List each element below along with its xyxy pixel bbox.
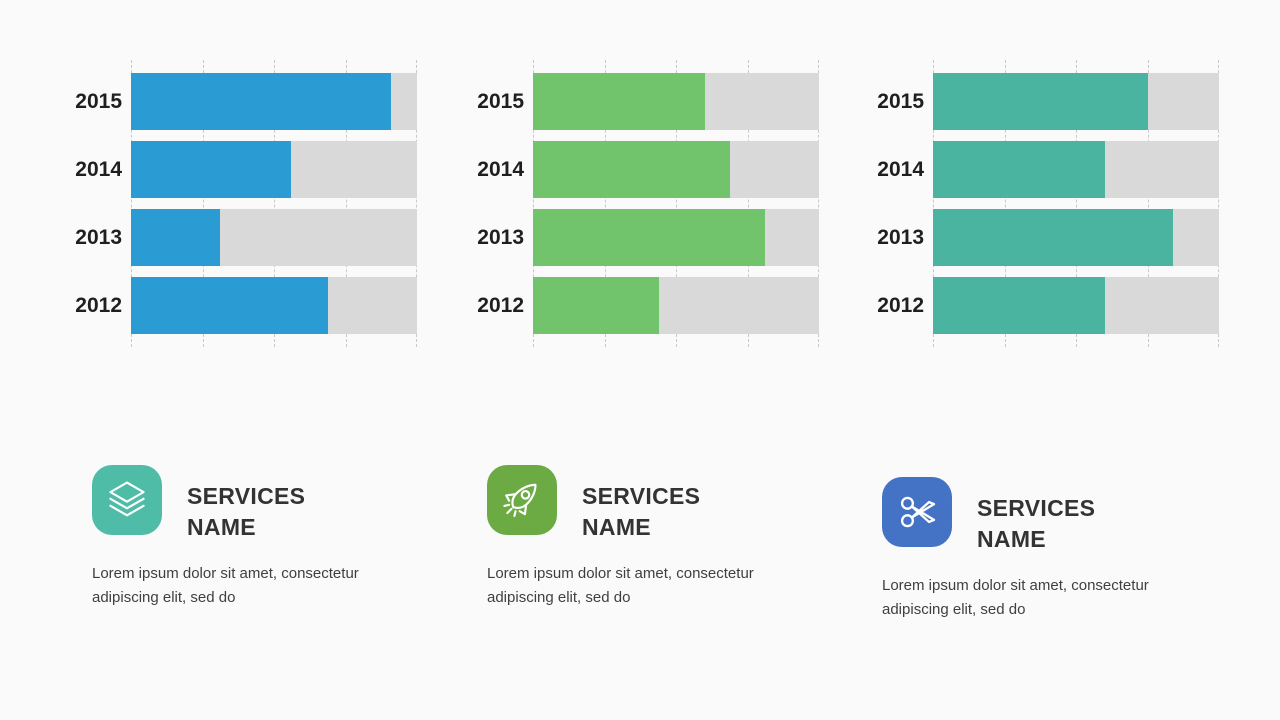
chart-row: 2013	[877, 209, 1219, 266]
gridline	[131, 60, 132, 347]
bar-track	[533, 73, 819, 130]
layers-icon	[92, 465, 162, 535]
service-block-2: SERVICES NAME Lorem ipsum dolor sit amet…	[487, 465, 797, 610]
gridline	[345, 60, 347, 347]
category-label: 2013	[75, 225, 122, 249]
service-title: SERVICES NAME	[582, 483, 701, 540]
gridline	[604, 60, 606, 347]
chart-rows: 2015 2014 2013 2012	[477, 73, 819, 334]
category-label: 2014	[477, 157, 524, 181]
chart-gridlines	[131, 60, 417, 347]
chart-row: 2014	[75, 141, 417, 198]
gridline	[676, 60, 677, 347]
chart-row: 2013	[75, 209, 417, 266]
gridline	[747, 60, 749, 347]
category-label: 2012	[477, 293, 524, 317]
gridline	[533, 60, 534, 347]
gridline	[1218, 60, 1219, 347]
bar-track	[131, 209, 417, 266]
chart-gridlines	[933, 60, 1219, 347]
chart-row: 2013	[477, 209, 819, 266]
bar	[933, 73, 1148, 130]
gridline	[933, 60, 934, 347]
bar	[933, 277, 1105, 334]
chart-row: 2012	[877, 277, 1219, 334]
category-label: 2014	[75, 157, 122, 181]
category-label: 2015	[477, 89, 524, 113]
bar-track	[933, 277, 1219, 334]
gridline	[1147, 60, 1149, 347]
bar	[533, 141, 731, 198]
category-label: 2013	[477, 225, 524, 249]
service-description: Lorem ipsum dolor sit amet, consectetur …	[487, 565, 754, 606]
bar	[131, 209, 220, 266]
bar-chart-blue: 2015 2014 2013 2012	[75, 60, 417, 347]
rocket-icon	[487, 465, 557, 535]
gridline	[274, 60, 275, 347]
bar-track	[533, 141, 819, 198]
chart-gridlines	[533, 60, 819, 347]
chart-row: 2015	[75, 73, 417, 130]
bar	[533, 73, 705, 130]
gridline	[416, 60, 417, 347]
category-label: 2014	[877, 157, 924, 181]
chart-row: 2015	[877, 73, 1219, 130]
service-head: SERVICES NAME	[882, 477, 1192, 555]
chart-row: 2014	[877, 141, 1219, 198]
bar	[933, 141, 1105, 198]
bar-track	[131, 277, 417, 334]
chart-row: 2012	[75, 277, 417, 334]
gridline	[818, 60, 819, 347]
gridline	[1004, 60, 1006, 347]
service-title: SERVICES NAME	[187, 483, 306, 540]
category-label: 2012	[75, 293, 122, 317]
chart-rows: 2015 2014 2013 2012	[75, 73, 417, 334]
bar-chart-teal: 2015 2014 2013 2012	[877, 60, 1219, 347]
bar	[131, 141, 292, 198]
gridline	[1076, 60, 1077, 347]
chart-row: 2012	[477, 277, 819, 334]
scissors-icon	[882, 477, 952, 547]
service-title: SERVICES NAME	[977, 495, 1096, 552]
category-label: 2015	[877, 89, 924, 113]
service-head: SERVICES NAME	[92, 465, 402, 543]
bar	[533, 277, 659, 334]
bar-track	[533, 209, 819, 266]
bar-track	[533, 277, 819, 334]
gridline	[202, 60, 204, 347]
bar-chart-green: 2015 2014 2013 2012	[477, 60, 819, 347]
bar	[131, 73, 392, 130]
chart-rows: 2015 2014 2013 2012	[877, 73, 1219, 334]
service-block-1: SERVICES NAME Lorem ipsum dolor sit amet…	[92, 465, 402, 610]
bar	[933, 209, 1174, 266]
chart-row: 2015	[477, 73, 819, 130]
bar	[131, 277, 329, 334]
category-label: 2015	[75, 89, 122, 113]
service-block-3: SERVICES NAME Lorem ipsum dolor sit amet…	[882, 477, 1192, 622]
chart-row: 2014	[477, 141, 819, 198]
bar	[533, 209, 765, 266]
bar-track	[933, 209, 1219, 266]
service-description: Lorem ipsum dolor sit amet, consectetur …	[92, 565, 359, 606]
category-label: 2012	[877, 293, 924, 317]
category-label: 2013	[877, 225, 924, 249]
service-head: SERVICES NAME	[487, 465, 797, 543]
service-description: Lorem ipsum dolor sit amet, consectetur …	[882, 577, 1149, 618]
bar-track	[933, 141, 1219, 198]
bar-track	[131, 73, 417, 130]
bar-track	[933, 73, 1219, 130]
bar-track	[131, 141, 417, 198]
